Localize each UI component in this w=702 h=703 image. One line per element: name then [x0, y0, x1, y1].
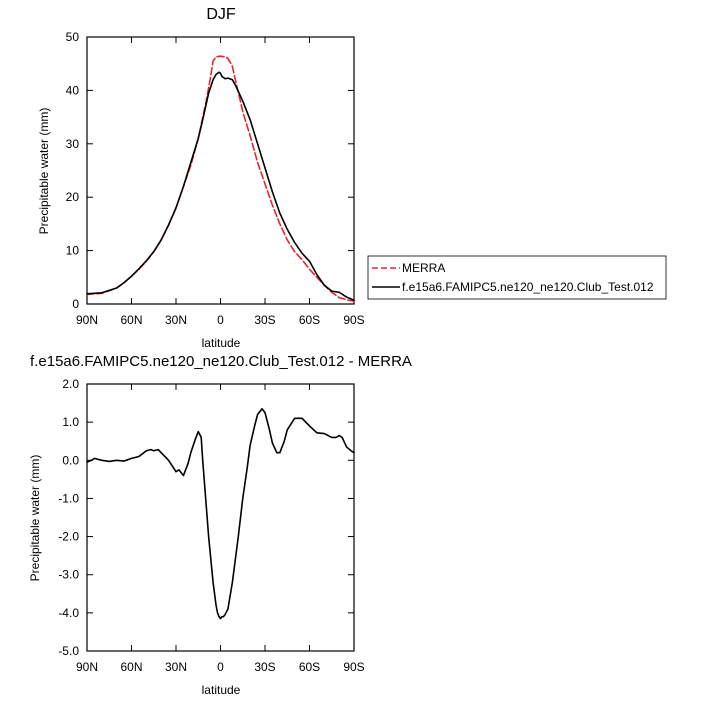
panel-bottom-y-tick-label: -4.0	[58, 606, 79, 620]
panel-top-x-ticks: 90N 60N 30N 0 30S 60S 90S	[76, 37, 365, 327]
legend-label-model: f.e15a6.FAMIPC5.ne120_ne120.Club_Test.01…	[402, 280, 654, 294]
panel-bottom-y-axis-label: Precipitable water (mm)	[28, 455, 42, 582]
panel-top-x-tick-label: 60N	[120, 313, 142, 327]
panel-top-series-line-merra	[86, 55, 355, 303]
panel-bottom-x-tick-label: 60S	[299, 660, 320, 674]
panel-top-x-tick-label: 90S	[343, 313, 364, 327]
legend-box	[367, 255, 667, 300]
panel-bottom-x-tick-label: 90S	[343, 660, 364, 674]
panel-top-y-tick-label: 40	[66, 83, 80, 97]
panel-top-x-axis-label: latitude	[202, 336, 241, 350]
panel-bottom-y-tick-label: -5.0	[58, 644, 79, 658]
panel-top-x-tick-label: 30S	[254, 313, 275, 327]
panel-top-y-tick-label: 20	[66, 190, 80, 204]
panel-bottom-y-tick-label: 1.0	[62, 415, 79, 429]
panel-bottom-series-line-model	[86, 407, 355, 620]
panel-bottom-x-tick-label: 90N	[76, 660, 98, 674]
panel-bottom-x-ticks: 90N 60N 30N 0 30S 60S 90S	[76, 384, 365, 674]
panel-top-series-line-model	[86, 71, 355, 302]
panel-top-x-tick-label: 30N	[165, 313, 187, 327]
panel-top-plot-frame	[86, 36, 355, 305]
panel-top-x-tick-label: 90N	[76, 313, 98, 327]
panel-bottom-y-tick-label: -3.0	[58, 568, 79, 582]
panel-bottom: f.e15a6.FAMIPC5.ne120_ne120.Club_Test.01…	[28, 353, 412, 697]
panel-bottom-x-tick-label: 0	[217, 660, 224, 674]
legend-label-merra: MERRA	[402, 261, 445, 275]
panel-top-title: DJF	[206, 6, 236, 23]
panel-bottom-x-tick-label: 60N	[120, 660, 142, 674]
panel-top-y-tick-label: 30	[66, 137, 80, 151]
panel-top-y-tick-label: 10	[66, 244, 80, 258]
panel-bottom-x-axis-label: latitude	[202, 683, 241, 697]
panel-top-y-tick-label: 0	[72, 297, 79, 311]
panel-bottom-series	[86, 407, 355, 620]
panel-bottom-x-tick-label: 30N	[165, 660, 187, 674]
panel-bottom-y-tick-label: -2.0	[58, 530, 79, 544]
legend: MERRA f.e15a6.FAMIPC5.ne120_ne120.Club_T…	[367, 255, 667, 300]
panel-bottom-title: f.e15a6.FAMIPC5.ne120_ne120.Club_Test.01…	[30, 353, 412, 370]
panel-bottom-y-tick-label: 0.0	[62, 453, 79, 467]
panel-bottom-y-tick-label: -1.0	[58, 491, 79, 505]
panel-top: DJF 0 10 20 30 40 50 90N 60N 30N 0 30S 60S 90S Prec…	[37, 6, 667, 350]
panel-bottom-y-tick-label: 2.0	[62, 377, 79, 391]
panel-top-y-ticks: 0 10 20 30 40 50	[66, 30, 354, 311]
panel-top-x-tick-label: 60S	[299, 313, 320, 327]
panel-top-y-tick-label: 50	[66, 30, 80, 44]
panel-bottom-y-ticks: -5.0 -4.0 -3.0 -2.0 -1.0 0.0 1.0 2.0	[58, 377, 354, 658]
panel-top-series	[86, 55, 355, 303]
panel-bottom-x-tick-label: 30S	[254, 660, 275, 674]
panel-top-y-axis-label: Precipitable water (mm)	[37, 108, 51, 235]
panel-bottom-plot-frame	[86, 383, 355, 652]
panel-top-x-tick-label: 0	[217, 313, 224, 327]
